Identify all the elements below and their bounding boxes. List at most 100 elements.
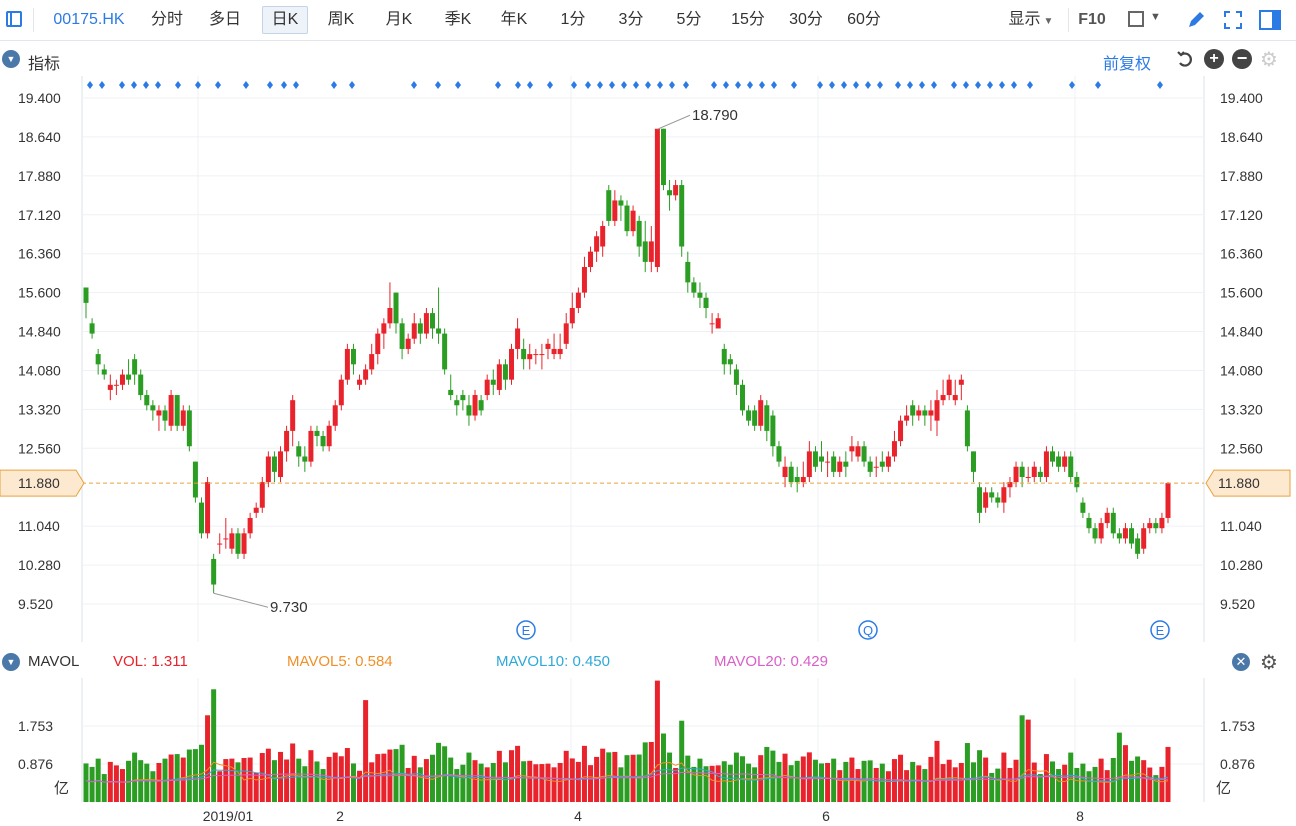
price-tick-right: 10.280	[1220, 557, 1263, 573]
event-e-icon[interactable]: E	[516, 620, 536, 640]
candle	[557, 333, 563, 360]
tab-period-4[interactable]: 月K	[385, 11, 413, 28]
price-tick-left: 11.040	[18, 518, 60, 534]
candle	[448, 374, 454, 401]
candle-body	[527, 354, 533, 360]
price-chart[interactable]: 19.400 19.400 18.640 18.640 17.880 17.880 17.1…	[0, 76, 1296, 646]
volume-bar	[369, 762, 375, 802]
tab-period-5[interactable]: 季K	[444, 11, 472, 28]
candle	[399, 318, 405, 360]
x-tick: 8	[1076, 808, 1084, 824]
volume-bar	[1007, 767, 1013, 802]
gear-icon[interactable]: ⚙	[1260, 652, 1278, 674]
gear-icon[interactable]: ⚙	[1260, 49, 1278, 71]
candle-body	[782, 466, 788, 477]
volume-bar	[879, 763, 885, 802]
display-menu[interactable]: 显示 ▼	[1008, 11, 1054, 28]
volume-bar	[1037, 774, 1043, 802]
volume-bar	[502, 762, 508, 802]
tab-period-10[interactable]: 15分	[731, 11, 765, 28]
candle-body	[861, 446, 867, 462]
collapse-toggle-icon[interactable]: ▼	[2, 50, 20, 68]
tab-period-1[interactable]: 多日	[208, 11, 241, 28]
tab-period-8[interactable]: 3分	[618, 11, 644, 28]
tab-period-6[interactable]: 年K	[500, 11, 528, 28]
current-price-tag-right	[1205, 469, 1291, 497]
tab-period-7[interactable]: 1分	[560, 11, 586, 28]
adjust-mode-button[interactable]: 前复权	[1103, 56, 1152, 73]
tab-period-11[interactable]: 30分	[789, 11, 823, 28]
candle	[746, 405, 752, 426]
f10-button[interactable]: F10	[1078, 11, 1106, 28]
candle	[642, 220, 648, 273]
volume-bar	[837, 770, 843, 802]
candle-body	[1013, 466, 1019, 483]
candle	[278, 446, 284, 483]
panel-dropdown[interactable]: ▼	[1126, 9, 1170, 31]
candle-body	[983, 492, 989, 508]
candle	[563, 313, 569, 349]
tab-period-0[interactable]: 分时	[150, 11, 183, 28]
close-icon[interactable]: ✕	[1232, 653, 1250, 671]
candle-body	[1147, 523, 1153, 529]
candle-body	[1050, 451, 1056, 462]
zoom-out-icon[interactable]: −	[1232, 49, 1252, 69]
candle-body	[898, 420, 904, 442]
tab-period-3[interactable]: 周K	[327, 11, 355, 28]
stock-code: 00175.HK	[53, 11, 125, 28]
fullscreen-icon[interactable]	[1222, 9, 1244, 31]
volume-bar	[958, 762, 964, 802]
candle	[1068, 451, 1074, 483]
price-tick-left: 13.320	[18, 401, 61, 417]
panel-icon[interactable]	[1258, 9, 1282, 31]
event-q-icon[interactable]: Q	[858, 620, 878, 640]
candle-body	[581, 267, 587, 293]
volume-bar	[898, 754, 904, 802]
volume-bar	[101, 774, 107, 802]
current-price-label-left: 11.880	[18, 475, 60, 491]
candle	[284, 425, 290, 462]
signal-marker	[747, 81, 753, 89]
collapse-toggle-icon[interactable]: ▼	[2, 653, 20, 671]
candle-body	[685, 261, 691, 283]
tab-period-12[interactable]: 60分	[847, 11, 881, 28]
volume-bar	[192, 749, 198, 802]
volume-bar	[752, 767, 758, 802]
candle-body	[259, 482, 265, 508]
pen-icon[interactable]	[1185, 9, 1207, 31]
candle-body	[1092, 528, 1098, 539]
volume-bar	[381, 753, 387, 802]
candle	[964, 405, 970, 452]
candle-body	[539, 354, 545, 356]
signal-marker	[877, 81, 883, 89]
candle	[387, 282, 393, 329]
candle	[989, 487, 995, 503]
tab-period-2[interactable]: 日K	[262, 6, 308, 34]
volume-bar	[223, 759, 229, 802]
candle-body	[314, 430, 320, 437]
event-e-icon[interactable]: E	[1150, 620, 1170, 640]
candle	[660, 128, 666, 191]
candle	[217, 533, 223, 554]
candle	[1159, 512, 1165, 534]
volume-bar	[946, 759, 952, 802]
candle-body	[515, 328, 521, 349]
undo-icon[interactable]	[1175, 49, 1195, 69]
volume-bar	[423, 759, 429, 802]
tab-period-9[interactable]: 5分	[676, 11, 702, 28]
sidebar-toggle-icon[interactable]	[6, 11, 22, 27]
signal-marker	[331, 81, 337, 89]
zoom-in-icon[interactable]: +	[1204, 49, 1224, 69]
candle-body	[995, 497, 1001, 503]
volume-bar	[198, 744, 204, 802]
signal-marker	[657, 81, 663, 89]
candle	[1116, 528, 1122, 544]
volume-bar	[776, 761, 782, 802]
candle	[819, 441, 825, 472]
candle-body	[241, 533, 247, 554]
candle	[934, 389, 940, 437]
candle	[891, 430, 897, 462]
candle-body	[1098, 523, 1104, 539]
volume-bar	[964, 743, 970, 802]
